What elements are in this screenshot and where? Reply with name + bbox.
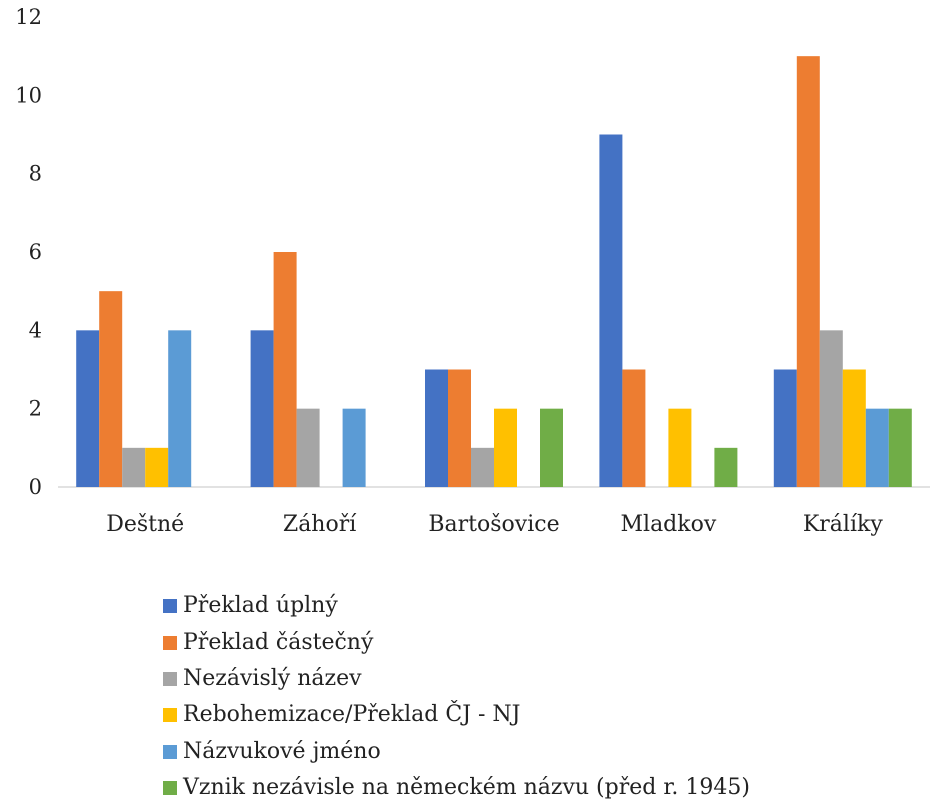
bar-series-group: [76, 56, 912, 488]
bar: [622, 369, 646, 487]
x-category-label: Mladkov: [621, 512, 717, 537]
legend-item: Vznik nezávisle na německém názvu (před …: [163, 770, 750, 806]
x-axis-categories: Deštné Záhoří Bartošovice Mladkov Králíky: [106, 512, 883, 537]
bar: [865, 408, 889, 487]
legend-item: Překlad částečný: [163, 624, 750, 660]
y-tick-label: 12: [15, 5, 42, 29]
bar-chart: 0 2 4 6 8 10 12 Deštné Záhoří Bartošovice Mladkov…: [15, 5, 930, 537]
bar: [76, 330, 100, 487]
bar: [471, 447, 494, 487]
legend-swatch: [163, 781, 177, 796]
bar: [668, 408, 692, 487]
bar: [342, 408, 366, 487]
legend-label: Názvukové jméno: [183, 738, 381, 764]
y-tick-label: 6: [29, 240, 42, 264]
bar: [273, 252, 297, 487]
x-category-label: Záhoří: [283, 512, 357, 537]
legend-swatch: [163, 599, 177, 614]
legend-swatch: [163, 635, 177, 650]
legend-item: Nezávislý název: [163, 661, 750, 697]
y-axis-ticks: 0 2 4 6 8 10 12: [15, 5, 42, 499]
legend-label: Překlad částečný: [183, 629, 374, 655]
legend-label: Vznik nezávisle na německém názvu (před …: [183, 775, 750, 801]
legend-swatch: [163, 708, 177, 723]
x-category-label: Deštné: [106, 512, 184, 537]
bar: [773, 369, 797, 487]
legend-label: Překlad úplný: [183, 593, 338, 619]
legend-label: Nezávislý název: [183, 665, 362, 691]
legend-label: Rebohemizace/Překlad ČJ - NJ: [183, 702, 521, 728]
bar: [819, 330, 843, 487]
bar: [168, 330, 192, 487]
y-tick-label: 4: [29, 318, 42, 342]
legend-item: Překlad úplný: [163, 588, 750, 624]
legend-swatch: [163, 744, 177, 759]
bar: [842, 369, 866, 487]
bar: [99, 291, 123, 487]
bar: [296, 408, 320, 487]
legend-swatch: [163, 671, 177, 686]
bar: [796, 56, 820, 488]
bar: [145, 447, 169, 487]
legend: Překlad úplný Překlad částečný Nezávislý n…: [163, 588, 750, 806]
y-tick-label: 10: [15, 83, 42, 107]
bar: [714, 447, 738, 487]
bar: [599, 134, 623, 487]
bar: [448, 369, 471, 487]
y-tick-label: 2: [29, 397, 42, 421]
bar: [540, 408, 563, 487]
y-tick-label: 0: [29, 475, 42, 499]
x-category-label: Bartošovice: [428, 512, 559, 537]
legend-item: Rebohemizace/Překlad ČJ - NJ: [163, 697, 750, 733]
legend-item: Názvukové jméno: [163, 734, 750, 770]
bar: [888, 408, 912, 487]
y-tick-label: 8: [29, 162, 42, 186]
bar: [494, 408, 517, 487]
bar: [122, 447, 146, 487]
bar: [425, 369, 448, 487]
x-category-label: Králíky: [803, 512, 883, 537]
bar: [250, 330, 274, 487]
